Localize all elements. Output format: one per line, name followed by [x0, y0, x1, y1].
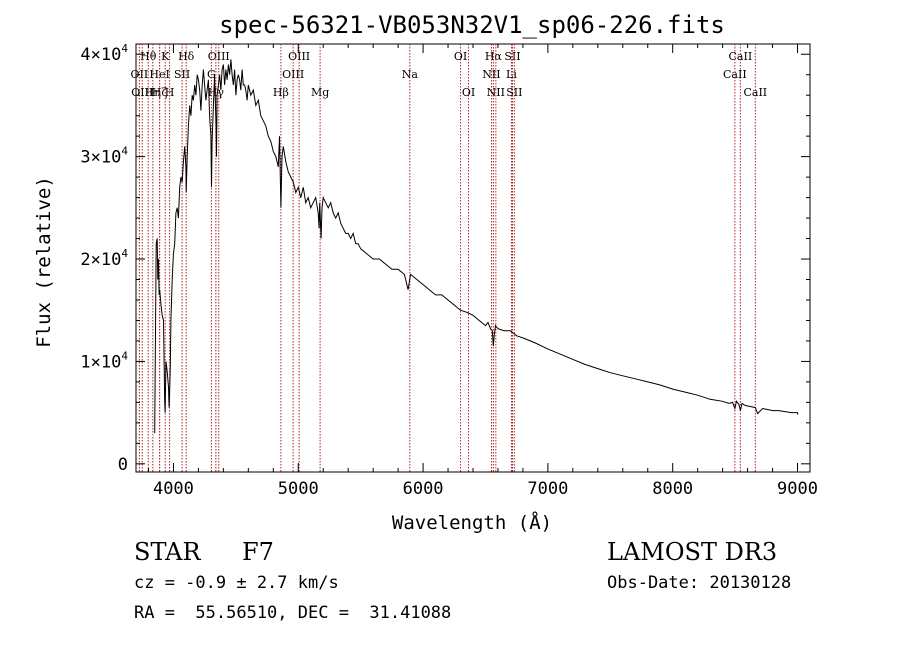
line-label: Hβ [273, 86, 289, 99]
line-label: CaII [729, 50, 753, 63]
object-subclass: F7 [242, 538, 274, 566]
line-label: Hη [145, 86, 161, 99]
line-label: G [207, 68, 216, 81]
y-tick-exponent: 4 [121, 145, 128, 158]
line-label: CaII [723, 68, 747, 81]
line-label: OIII [208, 50, 230, 63]
y-tick-exponent: 4 [121, 349, 128, 362]
y-tick-base: 4×10 [80, 45, 121, 65]
object-class: STAR [134, 538, 201, 566]
line-label: Na [402, 68, 419, 81]
plot-frame [135, 43, 811, 473]
line-label: Hδ [178, 50, 195, 63]
chart-title: spec-56321-VB053N32V1_sp06-226.fits [219, 11, 725, 39]
y-tick-label: 1×104 [80, 349, 128, 372]
line-label: SII [504, 50, 520, 63]
line-label: OIII [131, 86, 153, 99]
line-label: SII [506, 86, 522, 99]
y-tick-exponent: 4 [121, 247, 128, 260]
y-tick-label: 4×104 [80, 42, 128, 65]
y-tick-label: 3×104 [80, 145, 128, 168]
line-label: NII [482, 68, 500, 81]
x-tick-label: 8000 [652, 479, 693, 499]
y-tick-base: 2×10 [80, 250, 121, 270]
x-tick-label: 7000 [527, 479, 568, 499]
x-axis-label: Wavelength (Å) [392, 511, 552, 534]
x-tick-label: 4000 [153, 479, 194, 499]
line-label: Mg [311, 86, 329, 99]
y-tick-base: 3×10 [80, 148, 121, 168]
x-tick-label: 5000 [278, 479, 319, 499]
y-tick-label: 0 [118, 455, 128, 475]
spectrum-line [154, 59, 799, 434]
line-label: SII [174, 68, 190, 81]
line-label: Li [506, 68, 517, 81]
axis-ticks: 4000 5000 6000 7000 8000 900001×1042×1043×104… [80, 42, 818, 499]
survey-name: LAMOST DR3 [607, 538, 778, 566]
line-label: H [165, 86, 175, 99]
line-label: Hα [485, 50, 503, 63]
line-label: OIII [282, 68, 304, 81]
line-label: OIII [288, 50, 310, 63]
line-label: K [161, 50, 170, 63]
y-tick-base: 0 [118, 455, 128, 475]
y-tick-base: 1×10 [80, 352, 121, 372]
obs-date: Obs-Date: 20130128 [607, 573, 792, 593]
y-tick-label: 2×104 [80, 247, 128, 270]
x-tick-label: 6000 [403, 479, 444, 499]
line-label: HeI [149, 68, 169, 81]
coordinates: RA = 55.56510, DEC = 31.41088 [134, 603, 452, 623]
line-label: OI [454, 50, 467, 63]
line-label: OI [462, 86, 475, 99]
y-axis-label: Flux (relative) [33, 176, 55, 348]
y-tick-exponent: 4 [121, 42, 128, 55]
line-label: CaII [743, 86, 767, 99]
line-label: Hγ [208, 86, 225, 99]
redshift-text: cz = -0.9 ± 2.7 km/s [134, 573, 339, 593]
x-tick-label: 9000 [777, 479, 818, 499]
line-label: NII [487, 86, 505, 99]
